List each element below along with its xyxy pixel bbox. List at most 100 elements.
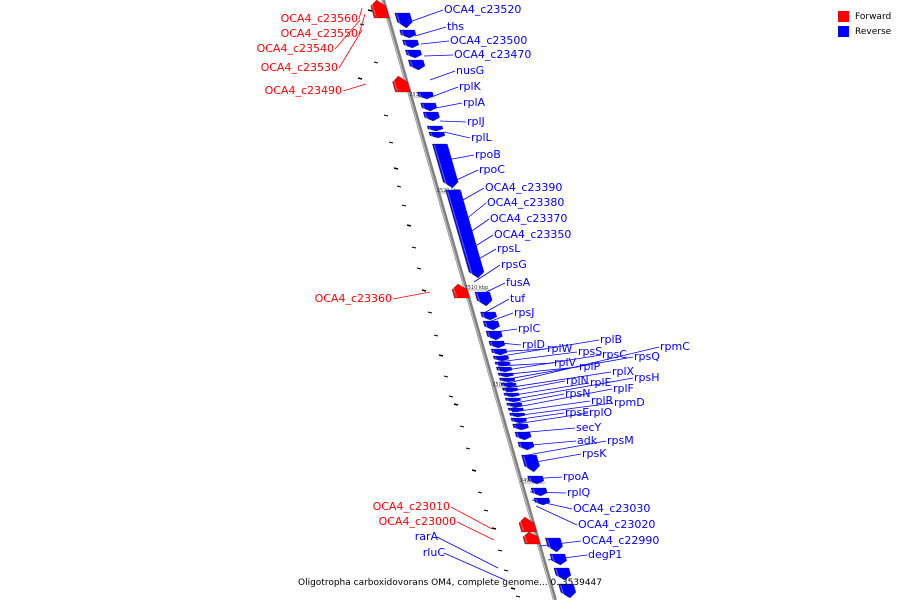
- gene-label-rplb[interactable]: rplB: [600, 333, 622, 346]
- gene-label-rpsh[interactable]: rpsH: [634, 371, 660, 384]
- gene-label-rplq[interactable]: rplQ: [567, 486, 591, 499]
- reverse-gene[interactable]: [422, 111, 440, 122]
- gene-label-rpln[interactable]: rplN: [566, 374, 589, 387]
- reverse-gene[interactable]: [507, 407, 524, 413]
- reverse-gene[interactable]: [399, 29, 417, 39]
- forward-gene[interactable]: [392, 75, 411, 93]
- forward-gene[interactable]: [522, 531, 541, 545]
- gene-label-oca4-c22990[interactable]: OCA4_c22990: [582, 534, 659, 547]
- gene-label-rpsj[interactable]: rpsJ: [514, 306, 534, 319]
- gene-label-oca4-c23520[interactable]: OCA4_c23520: [444, 3, 521, 16]
- reverse-gene[interactable]: [482, 320, 500, 331]
- gene-label-rpla[interactable]: rplA: [463, 96, 486, 109]
- gene-label-rplo[interactable]: rplO: [589, 406, 613, 419]
- gene-label-rpsl[interactable]: rpsL: [497, 242, 521, 255]
- reverse-gene[interactable]: [521, 454, 540, 473]
- gene-label-rplj[interactable]: rplJ: [467, 115, 485, 128]
- gene-label-rpmd[interactable]: rpmD: [614, 396, 645, 409]
- reverse-gene[interactable]: [496, 366, 513, 373]
- gene-label-oca4-c23350[interactable]: OCA4_c23350: [494, 228, 571, 241]
- gene-label-oca4-c23370[interactable]: OCA4_c23370: [490, 212, 567, 225]
- reverse-gene[interactable]: [533, 497, 551, 506]
- reverse-gene[interactable]: [510, 417, 527, 424]
- gene-label-degp1[interactable]: degP1: [588, 548, 622, 561]
- gene-label-rpmc[interactable]: rpmC: [660, 340, 690, 353]
- forward-gene[interactable]: [518, 516, 537, 533]
- gene-label-rara[interactable]: rarA: [415, 530, 439, 543]
- gene-label-rpsm[interactable]: rpsM: [607, 434, 634, 447]
- gene-label-rplv[interactable]: rplV: [554, 356, 577, 369]
- reverse-gene[interactable]: [497, 372, 514, 378]
- reverse-gene[interactable]: [504, 397, 521, 403]
- gene-label-rpoc[interactable]: rpoC: [479, 163, 505, 176]
- gene-label-rplf[interactable]: rplF: [613, 382, 634, 395]
- gene-label-rpll[interactable]: rplL: [471, 131, 493, 144]
- reverse-gene[interactable]: [514, 431, 532, 441]
- reverse-gene[interactable]: [405, 49, 422, 59]
- gene-label-rplk[interactable]: rplK: [459, 80, 482, 93]
- gene-label-rpsn[interactable]: rpsN: [565, 387, 590, 400]
- reverse-gene[interactable]: [394, 12, 413, 29]
- reverse-gene[interactable]: [517, 441, 535, 451]
- gene-label-oca4-c23530[interactable]: OCA4_c23530: [261, 61, 338, 74]
- reverse-gene[interactable]: [492, 355, 510, 362]
- reverse-gene[interactable]: [500, 382, 517, 388]
- gene-label-rpob[interactable]: rpoB: [475, 148, 501, 161]
- reverse-gene[interactable]: [480, 311, 498, 321]
- reverse-gene[interactable]: [474, 291, 493, 307]
- gene-label-secy[interactable]: secY: [576, 421, 602, 434]
- reverse-gene[interactable]: [502, 387, 519, 393]
- gene-label-rplr[interactable]: rplR: [591, 394, 614, 407]
- gene-label-oca4-c23490[interactable]: OCA4_c23490: [265, 84, 342, 97]
- reverse-gene[interactable]: [490, 348, 508, 356]
- gene-label-adk[interactable]: adk: [577, 434, 598, 447]
- gene-label-rpsq[interactable]: rpsQ: [634, 350, 660, 363]
- gene-label-fusa[interactable]: fusA: [506, 276, 531, 289]
- reverse-gene[interactable]: [509, 412, 526, 418]
- gene-label-oca4-c23500[interactable]: OCA4_c23500: [450, 34, 527, 47]
- gene-label-rplx[interactable]: rplX: [612, 365, 635, 378]
- gene-label-rpsc[interactable]: rpsC: [602, 348, 627, 361]
- gene-label-oca4-c23390[interactable]: OCA4_c23390: [485, 181, 562, 194]
- reverse-gene[interactable]: [408, 59, 426, 71]
- gene-label-oca4-c23540[interactable]: OCA4_c23540: [257, 42, 334, 55]
- gene-label-rple[interactable]: rplE: [590, 376, 612, 389]
- reverse-gene[interactable]: [506, 402, 523, 408]
- gene-label-oca4-c23550[interactable]: OCA4_c23550: [281, 27, 358, 40]
- reverse-gene[interactable]: [527, 475, 545, 485]
- gene-label-rplc[interactable]: rplC: [518, 322, 541, 335]
- gene-label-tuf[interactable]: tuf: [510, 292, 526, 305]
- gene-label-oca4-c23030[interactable]: OCA4_c23030: [573, 502, 650, 515]
- gene-label-rpse[interactable]: rpsE: [565, 406, 589, 419]
- reverse-gene[interactable]: [530, 487, 548, 497]
- reverse-gene[interactable]: [417, 91, 434, 100]
- reverse-gene[interactable]: [402, 39, 420, 49]
- gene-label-rpsk[interactable]: rpsK: [582, 447, 607, 460]
- reverse-gene[interactable]: [432, 143, 459, 189]
- gene-label-ths[interactable]: ths: [447, 20, 464, 33]
- reverse-gene[interactable]: [549, 553, 567, 566]
- reverse-gene[interactable]: [445, 189, 485, 279]
- forward-gene[interactable]: [451, 283, 470, 299]
- reverse-gene[interactable]: [420, 102, 438, 112]
- reverse-gene[interactable]: [485, 330, 503, 341]
- gene-label-oca4-c23000[interactable]: OCA4_c23000: [379, 515, 456, 528]
- gene-label-oca4-c23020[interactable]: OCA4_c23020: [578, 518, 655, 531]
- reverse-gene[interactable]: [494, 361, 511, 367]
- reverse-gene[interactable]: [503, 392, 520, 398]
- reverse-gene[interactable]: [512, 423, 529, 431]
- forward-gene[interactable]: [370, 0, 390, 19]
- gene-label-rpoa[interactable]: rpoA: [563, 470, 589, 483]
- reverse-gene[interactable]: [426, 125, 444, 132]
- gene-label-oca4-c23560[interactable]: OCA4_c23560: [281, 12, 358, 25]
- gene-label-rpld[interactable]: rplD: [522, 338, 545, 351]
- gene-label-oca4-c23360[interactable]: OCA4_c23360: [315, 292, 392, 305]
- gene-label-oca4-c23470[interactable]: OCA4_c23470: [454, 48, 531, 61]
- gene-label-nusg[interactable]: nusG: [456, 64, 484, 77]
- gene-label-rplw[interactable]: rplW: [547, 342, 573, 355]
- reverse-gene[interactable]: [545, 537, 563, 553]
- gene-label-oca4-c23010[interactable]: OCA4_c23010: [373, 500, 450, 513]
- gene-label-rpss[interactable]: rpsS: [578, 345, 602, 358]
- reverse-gene[interactable]: [428, 131, 446, 139]
